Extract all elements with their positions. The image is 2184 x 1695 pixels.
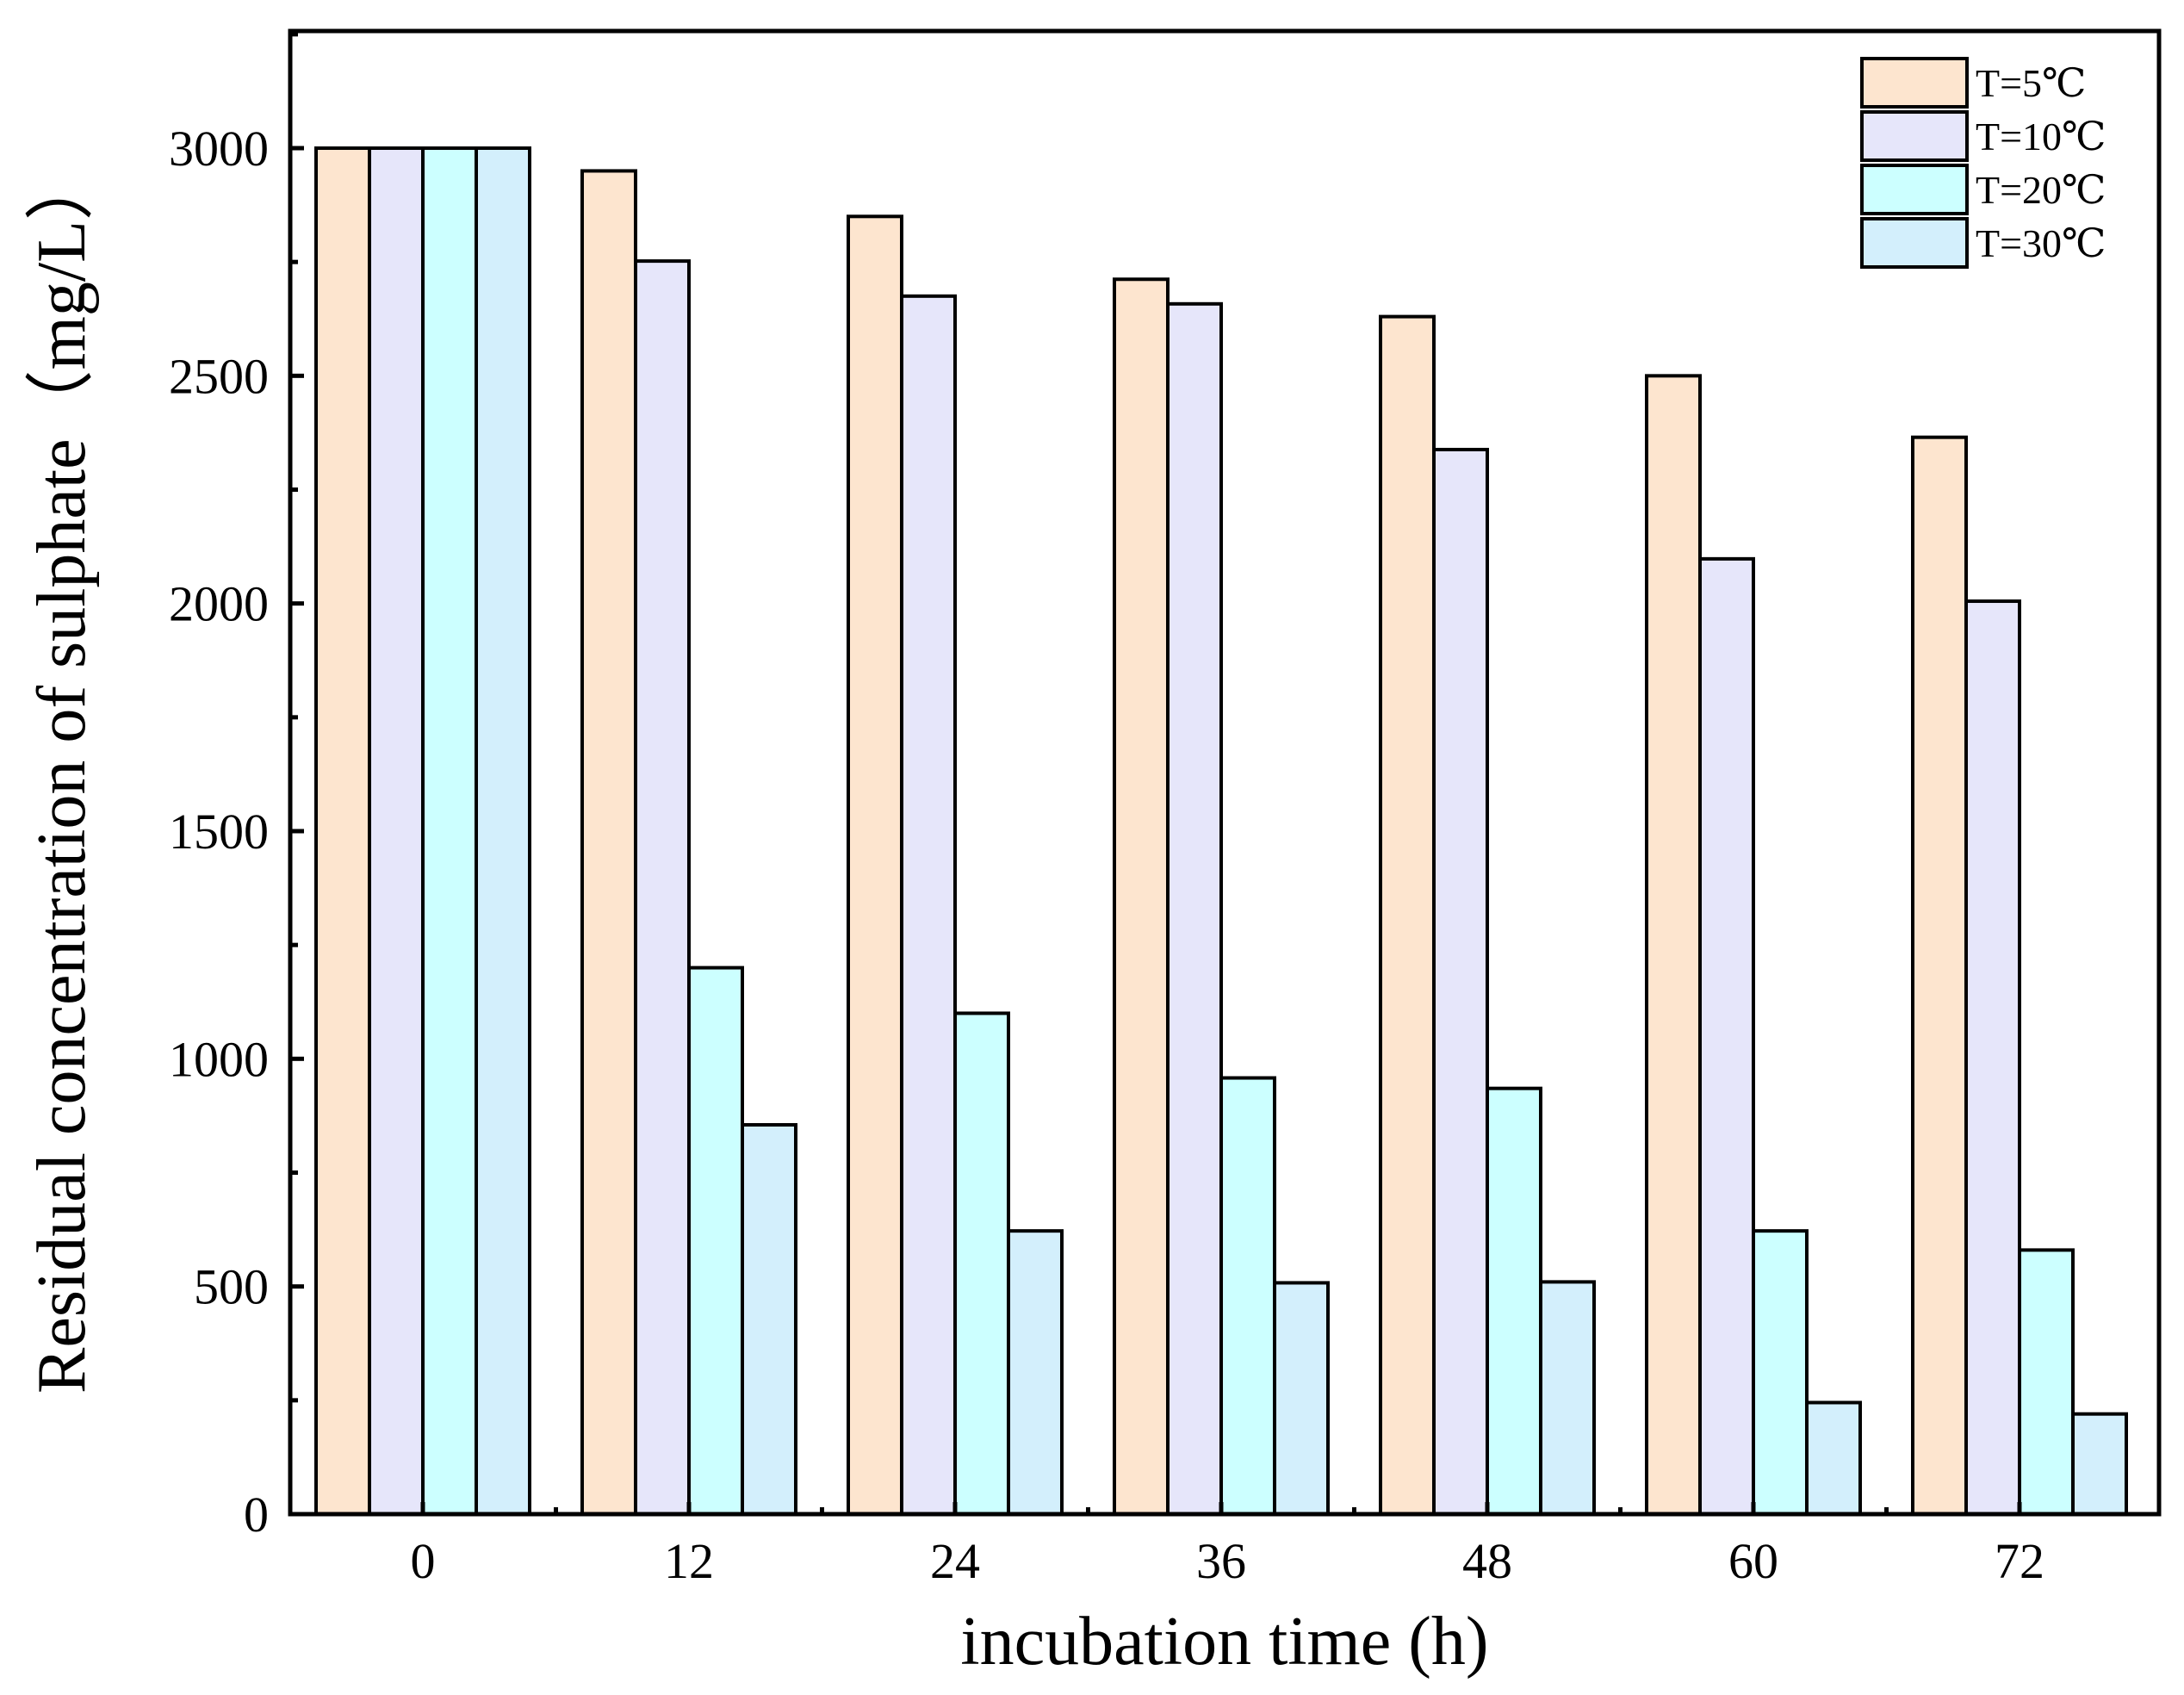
y-tick-label: 0 [244, 1487, 269, 1543]
x-tick-label: 48 [1462, 1533, 1512, 1589]
bar-24h-series-3 [953, 1011, 1010, 1516]
bar-72h-series-4 [2071, 1412, 2128, 1517]
bar-60h-series-3 [1752, 1229, 1809, 1516]
bar-36h-series-1 [1113, 277, 1170, 1517]
bars-layer [314, 146, 2128, 1517]
y-tick-label: 500 [194, 1259, 269, 1315]
bar-12h-series-2 [634, 259, 691, 1516]
x-tick-label: 60 [1728, 1533, 1778, 1589]
legend-label-series-2: T=10℃ [1976, 115, 2106, 158]
x-tick-label: 36 [1196, 1533, 1246, 1589]
bar-48h-series-1 [1379, 314, 1436, 1516]
y-tick-labels: 0 500 1000 1500 2000 2500 3000 [169, 121, 269, 1543]
bar-0h-series-3 [421, 146, 478, 1516]
legend-swatch-series-1 [1860, 57, 1969, 109]
bar-0h-series-1 [314, 146, 371, 1516]
bar-36h-series-4 [1273, 1281, 1330, 1517]
bar-60h-series-4 [1805, 1400, 1862, 1517]
legend-swatch-series-2 [1860, 110, 1969, 162]
legend-label-series-4: T=30℃ [1976, 221, 2106, 265]
legend-label-series-3: T=20℃ [1976, 168, 2106, 212]
plot-frame [288, 28, 2162, 1517]
bar-24h-series-2 [900, 294, 957, 1517]
x-axis-title: incubation time (h) [960, 1604, 1488, 1679]
legend-label-series-1: T=5℃ [1976, 61, 2087, 105]
bar-60h-series-2 [1698, 556, 1755, 1517]
bar-72h-series-3 [2018, 1248, 2075, 1516]
bar-48h-series-3 [1486, 1086, 1542, 1516]
y-tick-label: 2500 [169, 348, 269, 404]
bar-0h-series-4 [475, 146, 531, 1516]
y-tick-label: 1000 [169, 1031, 269, 1087]
ticks-layer [290, 32, 2022, 1517]
bar-72h-series-2 [1964, 599, 2021, 1516]
x-tick-labels: 0 12 24 36 48 60 72 [411, 1533, 2045, 1589]
legend-swatch-series-3 [1860, 164, 1969, 215]
bar-24h-series-1 [847, 214, 903, 1516]
legend-swatch-series-4 [1860, 217, 1969, 269]
y-tick-label: 2000 [169, 576, 269, 632]
bar-36h-series-2 [1166, 301, 1223, 1517]
bar-12h-series-3 [687, 965, 744, 1516]
bar-12h-series-4 [741, 1122, 797, 1516]
bar-36h-series-3 [1219, 1076, 1276, 1517]
y-tick-label: 3000 [169, 121, 269, 177]
bar-12h-series-1 [580, 169, 637, 1516]
x-tick-label: 12 [664, 1533, 714, 1589]
x-tick-label: 72 [1995, 1533, 2044, 1589]
bar-60h-series-1 [1645, 374, 1702, 1516]
y-tick-label: 1500 [169, 804, 269, 860]
bar-24h-series-4 [1007, 1229, 1064, 1516]
y-axis-title: Residual concentration of sulphate（mg/L） [24, 152, 100, 1394]
legend: T=5℃ T=10℃ T=20℃ T=30℃ [1860, 57, 2106, 269]
bar-0h-series-2 [368, 146, 425, 1516]
x-tick-label: 24 [930, 1533, 980, 1589]
x-tick-label: 0 [411, 1533, 436, 1589]
bar-72h-series-1 [1911, 435, 1968, 1516]
bar-48h-series-2 [1432, 447, 1489, 1517]
bar-48h-series-4 [1539, 1280, 1596, 1516]
